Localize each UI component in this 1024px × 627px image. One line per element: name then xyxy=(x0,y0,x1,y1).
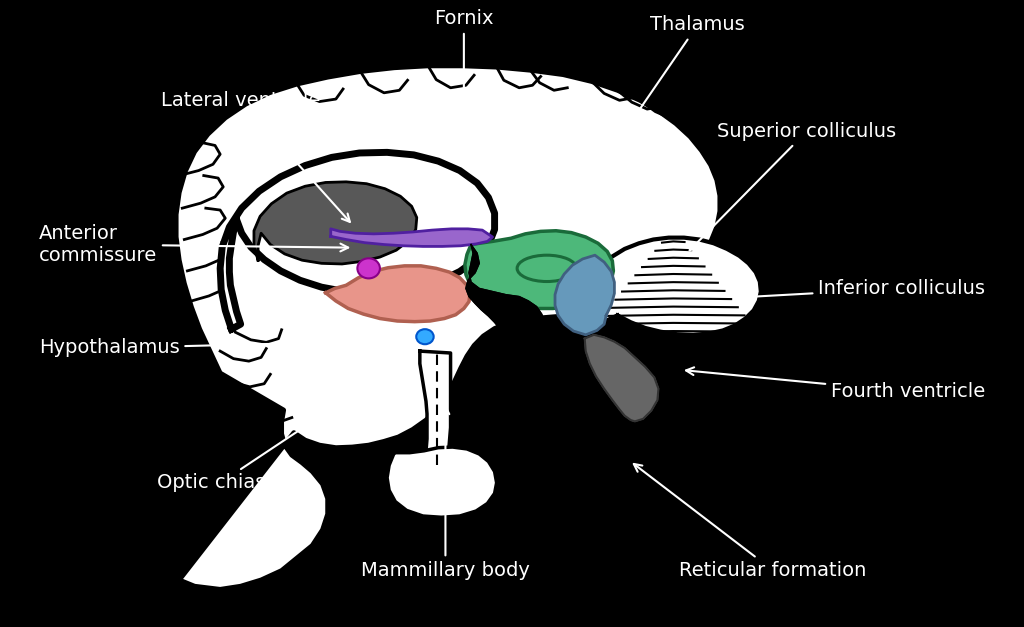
Polygon shape xyxy=(387,447,497,517)
Text: Thalamus: Thalamus xyxy=(571,16,745,209)
Text: Lateral ventricle: Lateral ventricle xyxy=(161,91,350,222)
Ellipse shape xyxy=(357,258,380,278)
Polygon shape xyxy=(326,266,470,322)
Text: Mammillary body: Mammillary body xyxy=(361,406,529,580)
Text: Inferior colliculus: Inferior colliculus xyxy=(737,279,985,301)
Polygon shape xyxy=(331,229,493,246)
Text: Optic chiasm: Optic chiasm xyxy=(157,367,395,492)
Polygon shape xyxy=(465,231,613,308)
Text: Hypothalamus: Hypothalamus xyxy=(39,338,353,357)
Text: Fourth ventricle: Fourth ventricle xyxy=(686,367,985,401)
Text: Superior colliculus: Superior colliculus xyxy=(689,122,896,250)
Polygon shape xyxy=(220,152,495,329)
Polygon shape xyxy=(176,66,720,589)
Text: Anterior
commissure: Anterior commissure xyxy=(39,224,348,265)
Polygon shape xyxy=(420,351,451,465)
Polygon shape xyxy=(585,238,761,335)
Text: Fornix: Fornix xyxy=(434,9,494,164)
Polygon shape xyxy=(585,335,658,421)
Polygon shape xyxy=(555,255,614,335)
Polygon shape xyxy=(466,245,545,364)
Text: Reticular formation: Reticular formation xyxy=(634,464,866,580)
Polygon shape xyxy=(254,182,417,264)
Ellipse shape xyxy=(416,329,434,344)
